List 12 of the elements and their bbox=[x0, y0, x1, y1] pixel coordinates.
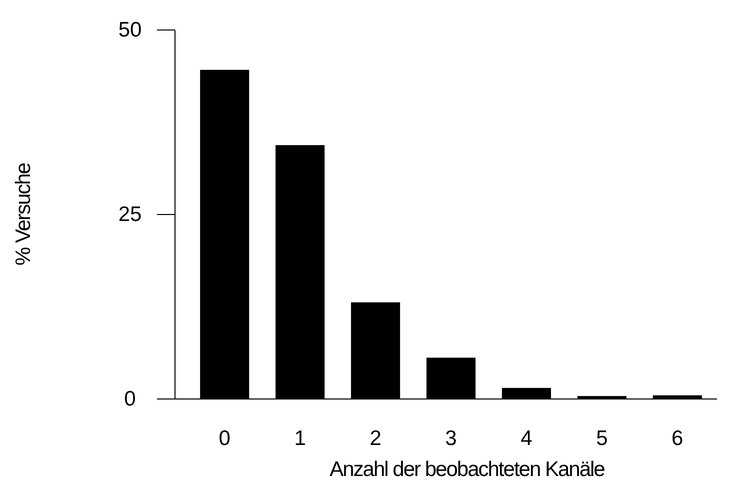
y-axis-title: % Versuche bbox=[12, 163, 35, 266]
y-tick-label: 25 bbox=[118, 203, 142, 226]
x-tick-label: 3 bbox=[445, 427, 457, 450]
x-tick-label: 6 bbox=[672, 427, 684, 450]
y-tick-label: 50 bbox=[118, 18, 142, 42]
x-tick-label: 2 bbox=[370, 427, 382, 450]
x-tick-label: 4 bbox=[520, 427, 533, 450]
x-tick-label: 1 bbox=[294, 427, 306, 450]
x-tick-label: 5 bbox=[596, 427, 608, 450]
x-tick-label: 0 bbox=[218, 427, 230, 450]
x-axis-title: Anzahl der beobachteten Kanäle bbox=[330, 458, 605, 481]
y-tick-label: 0 bbox=[124, 388, 136, 410]
